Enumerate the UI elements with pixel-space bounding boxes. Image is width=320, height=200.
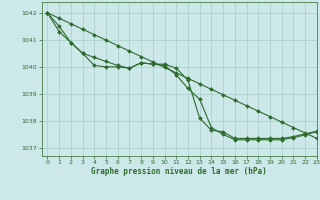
- X-axis label: Graphe pression niveau de la mer (hPa): Graphe pression niveau de la mer (hPa): [91, 167, 267, 176]
